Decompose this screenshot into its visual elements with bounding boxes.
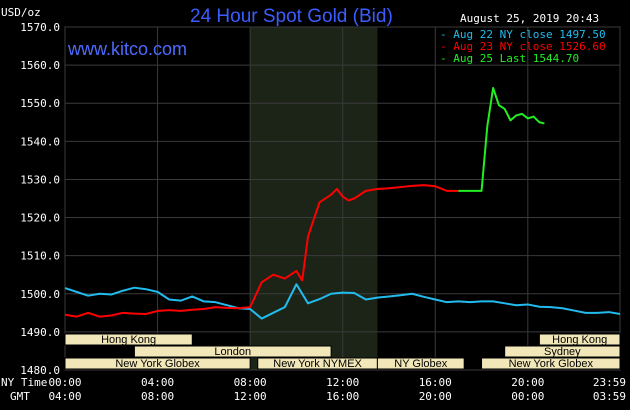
x-tick-label-ny: 12:00 xyxy=(326,376,359,389)
series-line-1 xyxy=(64,283,621,320)
y-tick-label: 1500.0 xyxy=(20,288,60,301)
legend-item-aug25: - Aug 25 Last 1544.70 xyxy=(440,52,579,65)
market-session-box xyxy=(376,357,465,370)
price-series xyxy=(64,86,621,320)
gmt-axis-label: GMT xyxy=(10,390,30,403)
market-session-label: Hong Kong xyxy=(552,334,607,346)
chart-title: 24 Hour Spot Gold (Bid) xyxy=(190,6,393,27)
market-session-label: Sydney xyxy=(544,346,581,358)
ny-time-axis-label: NY Time xyxy=(1,376,47,389)
x-tick-label-ny: 08:00 xyxy=(234,376,267,389)
x-tick-label-gmt: 12:00 xyxy=(234,390,267,403)
market-session-label: London xyxy=(214,346,251,358)
x-tick-label-gmt: 16:00 xyxy=(326,390,359,403)
x-tick-label-gmt: 08:00 xyxy=(141,390,174,403)
grid-lines xyxy=(64,26,621,371)
x-tick-label-ny: 16:00 xyxy=(419,376,452,389)
x-tick-label-gmt: 00:00 xyxy=(511,390,544,403)
website-watermark: www.kitco.com xyxy=(67,39,187,59)
y-tick-label: 1480.0 xyxy=(20,364,60,377)
x-tick-label-gmt: 03:59 xyxy=(593,390,626,403)
y-axis-ticks: 1570.0 1560.0 1550.0 1540.0 1530.0 1520.0 1510… xyxy=(20,21,60,377)
y-tick-label: 1530.0 xyxy=(20,173,60,186)
market-session-label: New York NYMEX xyxy=(273,358,362,370)
market-session-box xyxy=(133,345,332,358)
x-tick-label-ny: 04:00 xyxy=(141,376,174,389)
x-axis-ticks: 00:00 04:00 08:00 12:00 16:00 20:00 23:5904:00… xyxy=(48,376,626,403)
series-line-2 xyxy=(64,184,459,318)
y-tick-label: 1510.0 xyxy=(20,250,60,263)
y-tick-label: 1540.0 xyxy=(20,135,60,148)
market-session-label: NY Globex xyxy=(394,358,447,370)
market-session-box xyxy=(538,333,621,346)
legend-item-aug23: - Aug 23 NY close 1526.60 xyxy=(440,40,606,53)
x-tick-label-ny: 23:59 xyxy=(593,376,626,389)
market-session-box xyxy=(504,345,621,358)
y-tick-label: 1560.0 xyxy=(20,59,60,72)
unit-label: USD/oz xyxy=(1,6,41,19)
series-line-3 xyxy=(458,86,545,192)
x-tick-label-ny: 20:00 xyxy=(511,376,544,389)
x-tick-label-ny: 00:00 xyxy=(48,376,81,389)
market-session-box xyxy=(481,357,621,370)
market-session-label: New York Globex xyxy=(115,358,200,370)
y-tick-label: 1570.0 xyxy=(20,21,60,34)
legend-item-aug22: - Aug 22 NY close 1497.50 xyxy=(440,28,606,41)
market-session-label: New York Globex xyxy=(509,358,594,370)
market-session-box xyxy=(64,333,193,346)
session-shaded-band xyxy=(250,27,378,370)
y-tick-label: 1550.0 xyxy=(20,97,60,110)
y-tick-label: 1490.0 xyxy=(20,326,60,339)
x-tick-label-gmt: 20:00 xyxy=(419,390,452,403)
legend: - Aug 22 NY close 1497.50 - Aug 23 NY cl… xyxy=(440,28,606,65)
chart-datetime: August 25, 2019 20:43 xyxy=(460,12,599,25)
market-session-box xyxy=(64,357,251,370)
market-session-label: Hong Kong xyxy=(101,334,156,346)
y-tick-label: 1520.0 xyxy=(20,212,60,225)
x-tick-label-gmt: 04:00 xyxy=(48,390,81,403)
